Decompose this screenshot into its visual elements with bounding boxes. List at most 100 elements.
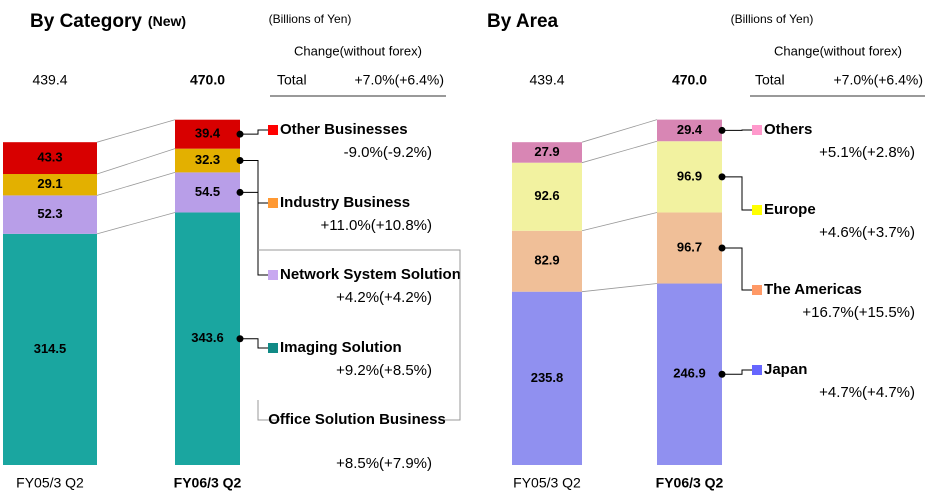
total-label: Total [277,72,307,88]
legend-swatch [268,343,278,353]
legend-change: +9.2%(+8.5%) [336,362,432,379]
legend-connector [240,191,268,276]
segment-label: 314.5 [34,341,67,356]
legend-change: +4.6%(+3.7%) [819,224,915,241]
legend-swatch [268,198,278,208]
total-label: Total [755,72,785,88]
legend-label: The Americas [764,281,862,298]
legend-label: Europe [764,201,816,218]
total-change: +7.0%(+6.4%) [834,72,924,88]
legend-swatch [752,205,762,215]
legend-change: +4.2%(+4.2%) [336,289,432,306]
segment-label: 246.9 [673,366,706,381]
title-main: By Category [30,11,142,32]
legend-label: Other Businesses [280,121,408,138]
bar-segment [512,230,582,292]
total-change: +7.0%(+6.4%) [355,72,445,88]
bar-segment [3,233,97,465]
bar-connector [96,119,176,143]
x-tick-label: FY05/3 Q2 [513,475,581,491]
total-value: 439.4 [32,72,67,88]
bar-segment [657,283,722,465]
unit-label: (Billions of Yen) [731,12,814,26]
change-label: Change(without forex) [294,43,422,58]
legend-swatch [752,125,762,135]
legend-connector [240,129,268,135]
connector-dot [236,335,244,343]
segment-label: 43.3 [37,150,62,165]
connector-dot [236,157,244,165]
legend-connector [722,176,752,211]
connector-dot [718,173,726,181]
total-value: 470.0 [190,72,225,88]
legend-label: Imaging Solution [280,339,402,356]
bar-segment [3,142,97,175]
total-value: 470.0 [672,72,707,88]
segment-label: 96.9 [677,168,702,183]
x-tick-label: FY06/3 Q2 [656,475,724,491]
legend-label: Japan [764,361,807,378]
connector-dot [718,126,726,134]
segment-label: 29.4 [677,122,703,137]
group-change: +8.5%(+7.9%) [336,455,432,472]
legend-change: +4.7%(+4.7%) [819,384,915,401]
legend-label: Industry Business [280,194,410,211]
x-tick-label: FY06/3 Q2 [174,475,242,491]
unit-label: (Billions of Yen) [269,12,352,26]
connector-dot [236,130,244,138]
segment-label: 82.9 [534,253,559,268]
bar-connector [581,119,658,143]
legend-swatch [268,270,278,280]
bar-segment [175,148,240,173]
legend-connector [722,247,752,291]
bar-connector [96,148,176,175]
segment-label: 96.7 [677,239,702,254]
group-bracket [257,400,280,421]
legend-swatch [268,125,278,135]
bar-connector [96,172,176,196]
bar-segment [175,212,240,465]
segment-label: 27.9 [534,144,559,159]
legend-change: +5.1%(+2.8%) [819,144,915,161]
change-label: Change(without forex) [774,43,902,58]
total-value: 439.4 [529,72,564,88]
bar-segment [3,195,97,234]
chart-title: By Area [487,11,559,32]
chart-title: By Category (New) [30,11,186,32]
bar-connector [96,212,176,235]
segment-label: 32.3 [195,152,220,167]
legend-label: Others [764,121,812,138]
connector-dot [718,244,726,252]
bar-segment [657,212,722,284]
segment-label: 39.4 [195,126,221,141]
bar-connector [581,283,658,293]
legend-change: +16.7%(+15.5%) [802,304,915,321]
bar-segment [175,172,240,213]
legend-change: -9.0%(-9.2%) [344,144,432,161]
bar-connector [581,212,658,232]
bar-segment [657,141,722,213]
segment-label: 54.5 [195,184,220,199]
connector-dot [236,188,244,196]
connector-dot [718,370,726,378]
segment-label: 92.6 [534,188,559,203]
bar-segment [512,291,582,465]
group-bracket [258,249,461,421]
legend-connector [722,369,752,375]
legend-connector [240,160,268,204]
bar-segment [175,119,240,149]
group-label: Office Solution Business [268,411,446,428]
segment-label: 52.3 [37,206,62,221]
legend-change: +11.0%(+10.8%) [321,217,432,234]
bar-segment [657,119,722,142]
segment-label: 343.6 [191,330,224,345]
legend-label: Network System Solution [280,266,461,283]
segment-label: 29.1 [37,176,62,191]
legend-swatch [752,285,762,295]
title-note: (New) [148,13,186,29]
title-main: By Area [487,11,559,32]
bar-segment [3,174,97,196]
bar-connector [581,140,658,164]
segment-label: 235.8 [531,370,564,385]
